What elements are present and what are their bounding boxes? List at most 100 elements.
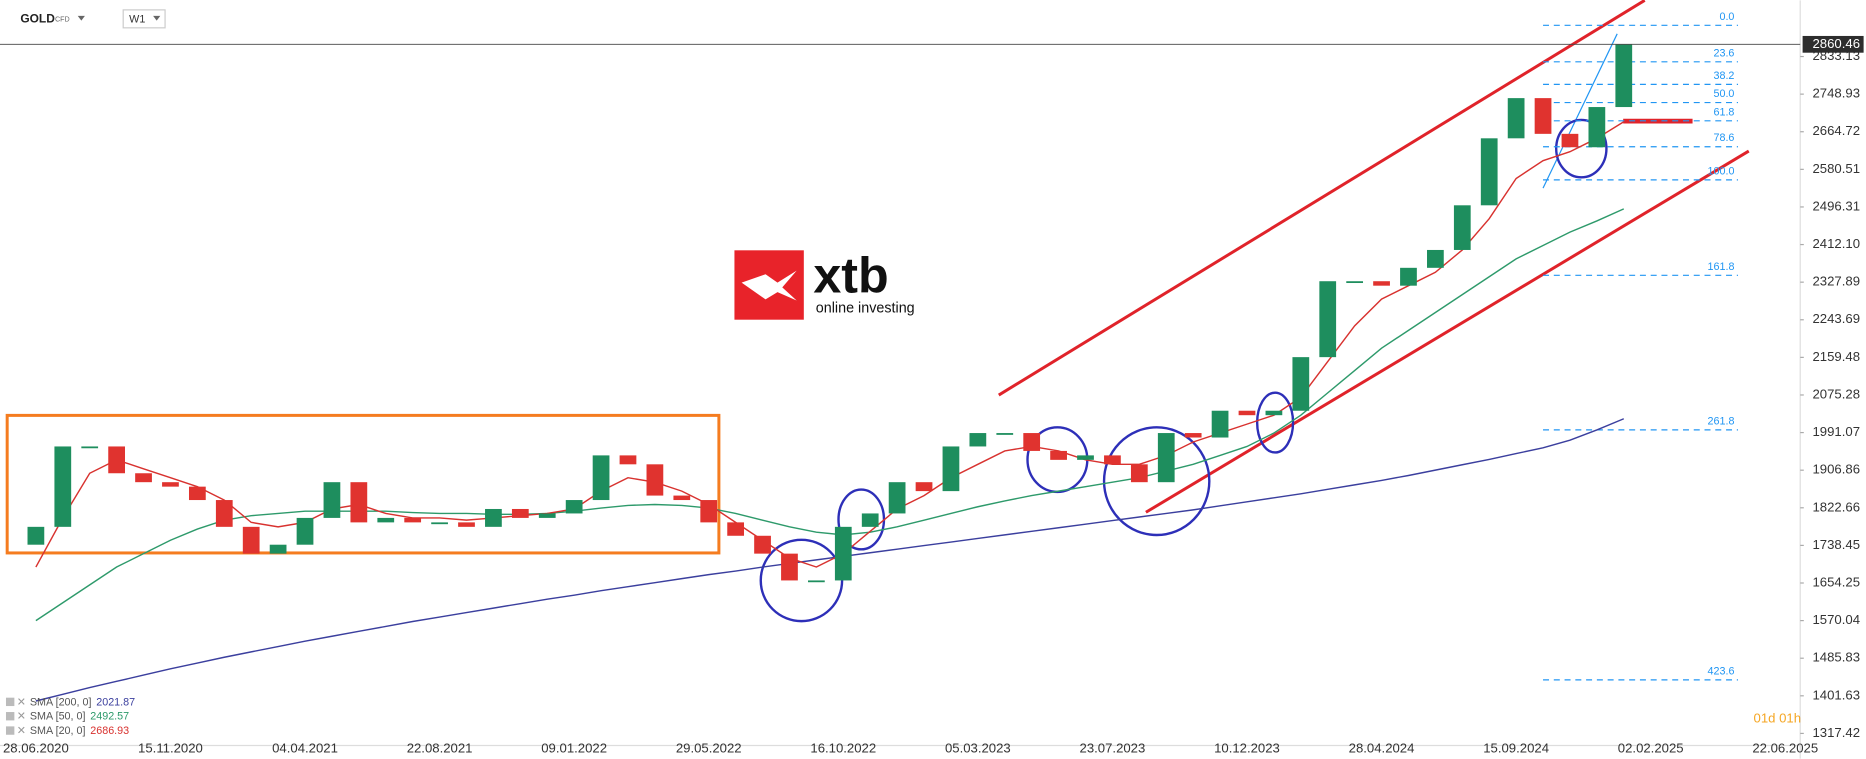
y-tick-label: 2580.51 bbox=[1813, 161, 1861, 176]
fib-label: 261.8 bbox=[1708, 415, 1735, 427]
candle bbox=[188, 486, 206, 501]
candle bbox=[969, 433, 987, 447]
candle bbox=[1534, 98, 1552, 134]
y-tick-label: 2159.48 bbox=[1813, 349, 1861, 364]
candle bbox=[538, 513, 556, 518]
sma-line bbox=[35, 208, 1625, 622]
legend-icon bbox=[5, 726, 15, 735]
candle bbox=[27, 526, 45, 545]
channel-upper bbox=[998, 0, 1646, 397]
y-tick-label: 2664.72 bbox=[1813, 123, 1861, 138]
candle bbox=[54, 446, 72, 527]
fib-label: 61.8 bbox=[1713, 106, 1734, 118]
y-tick-label: 1654.25 bbox=[1813, 574, 1861, 589]
candle bbox=[1346, 281, 1364, 284]
candle bbox=[915, 482, 933, 492]
x-tick-label: 15.11.2020 bbox=[138, 741, 203, 756]
candle bbox=[404, 517, 422, 523]
candle bbox=[727, 522, 745, 536]
y-tick-label: 2075.28 bbox=[1813, 386, 1861, 401]
legend-x: ✕ bbox=[17, 725, 26, 737]
fib-label: 423.6 bbox=[1708, 665, 1735, 677]
legend-value: 2686.93 bbox=[90, 725, 129, 737]
candle bbox=[1238, 410, 1256, 416]
candle bbox=[1211, 410, 1229, 438]
candle bbox=[135, 473, 152, 483]
y-tick-label: 1738.45 bbox=[1813, 537, 1861, 552]
candle bbox=[1265, 410, 1283, 416]
candle bbox=[1373, 281, 1390, 286]
x-tick-label: 28.06.2020 bbox=[3, 741, 69, 756]
fib-label: 100.0 bbox=[1708, 165, 1735, 177]
y-tick-label: 1822.66 bbox=[1813, 499, 1861, 514]
circle bbox=[1255, 391, 1295, 454]
candle bbox=[942, 446, 960, 492]
candle bbox=[646, 464, 664, 496]
candle bbox=[1615, 44, 1633, 108]
symbol-dropdown[interactable] bbox=[77, 15, 85, 21]
candle bbox=[834, 526, 852, 581]
legend-icon bbox=[5, 712, 15, 721]
fib-label: 23.6 bbox=[1713, 47, 1734, 59]
interval-box[interactable] bbox=[122, 9, 166, 29]
candle bbox=[861, 513, 879, 527]
fib-label: 38.2 bbox=[1713, 70, 1734, 82]
candle bbox=[269, 544, 287, 554]
legend-value: 2021.87 bbox=[96, 696, 135, 708]
candle bbox=[619, 455, 637, 465]
x-tick-label: 10.12.2023 bbox=[1214, 741, 1280, 756]
candle bbox=[565, 500, 583, 514]
circles bbox=[759, 118, 1608, 623]
logo-tagline: online investing bbox=[816, 301, 915, 317]
candle bbox=[673, 495, 691, 501]
candle bbox=[511, 508, 529, 518]
candle bbox=[108, 446, 125, 474]
candle bbox=[700, 500, 718, 523]
last-price-label: 2860.46 bbox=[1813, 36, 1861, 51]
x-tick-label: 04.04.2021 bbox=[272, 741, 338, 756]
legend-icon bbox=[5, 697, 15, 707]
candle bbox=[296, 517, 314, 545]
candle bbox=[162, 482, 179, 487]
candle bbox=[458, 522, 475, 527]
candle bbox=[431, 522, 448, 525]
candle bbox=[323, 482, 341, 518]
circle bbox=[1555, 118, 1608, 179]
candle bbox=[1561, 133, 1579, 148]
fib-label: 78.6 bbox=[1713, 132, 1734, 144]
fib-label: 50.0 bbox=[1713, 88, 1734, 100]
x-tick-label: 28.04.2024 bbox=[1349, 741, 1415, 756]
interval[interactable]: W1 bbox=[129, 13, 145, 25]
candle bbox=[1023, 433, 1041, 451]
x-tick-label: 22.08.2021 bbox=[407, 741, 473, 756]
interval-dropdown bbox=[153, 15, 161, 21]
candle bbox=[377, 517, 395, 523]
candle bbox=[592, 455, 610, 501]
candle bbox=[781, 553, 798, 581]
circle bbox=[1102, 426, 1211, 537]
countdown: 01d 01h bbox=[1754, 711, 1802, 726]
sma-line bbox=[35, 418, 1625, 702]
symbol[interactable]: GOLD bbox=[20, 12, 55, 26]
candle bbox=[215, 500, 233, 527]
candle bbox=[1104, 455, 1121, 465]
candle bbox=[1050, 450, 1067, 460]
legend-name: SMA [200, 0] bbox=[30, 696, 92, 708]
x-tick-label: 02.02.2025 bbox=[1618, 741, 1684, 756]
y-tick-label: 1570.04 bbox=[1813, 612, 1861, 627]
candle bbox=[1480, 138, 1498, 206]
candle bbox=[1427, 249, 1444, 268]
candle bbox=[996, 433, 1014, 435]
y-tick-label: 2748.93 bbox=[1813, 86, 1861, 101]
legend-name: SMA [20, 0] bbox=[30, 725, 86, 737]
candle bbox=[1292, 357, 1310, 411]
y-tick-label: 1991.07 bbox=[1813, 424, 1861, 439]
y-tick-label: 1906.86 bbox=[1813, 462, 1861, 477]
candle bbox=[81, 446, 99, 449]
instrument-kind: CFD bbox=[55, 15, 70, 23]
fib-label: 161.8 bbox=[1708, 261, 1735, 273]
legend-name: SMA [50, 0] bbox=[30, 711, 86, 723]
x-tick-label: 15.09.2024 bbox=[1483, 741, 1549, 756]
range-box bbox=[5, 413, 721, 555]
candle bbox=[888, 482, 906, 514]
